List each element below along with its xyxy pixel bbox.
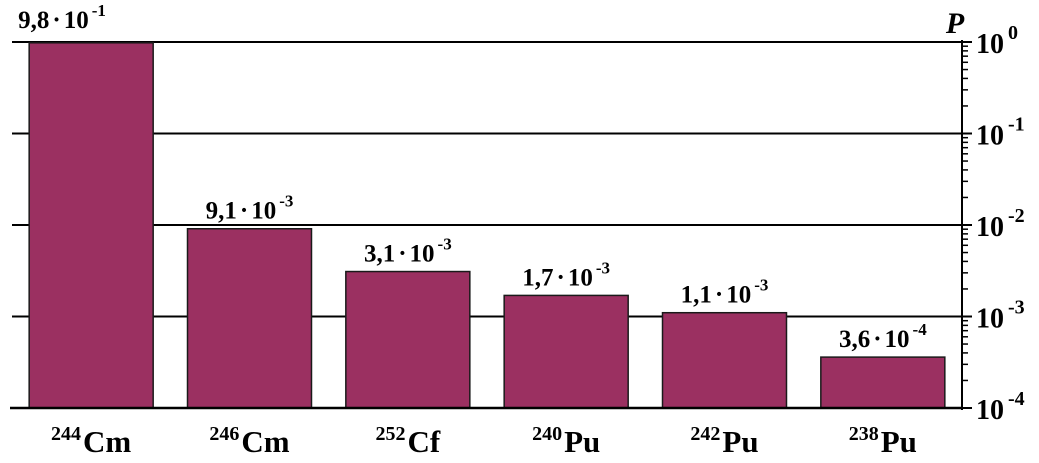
bar	[820, 356, 946, 409]
data-label: 1,7 · 10 -3	[522, 258, 610, 291]
category-label: 244Cm	[51, 423, 131, 459]
y-tick-label: 10 -2	[976, 205, 1025, 243]
data-label: 3,1 · 10 -3	[364, 235, 452, 268]
category-label: 252Cf	[375, 423, 440, 459]
data-label: 9,1 · 10 -3	[206, 192, 294, 225]
category-label: 238Pu	[849, 423, 917, 459]
bar	[186, 227, 313, 409]
data-label: 3,6 · 10 -4	[839, 320, 927, 353]
bar	[345, 270, 471, 409]
y-tick-label: 10 0	[976, 22, 1018, 60]
y-tick-label: 10 -3	[976, 297, 1025, 335]
bar	[661, 311, 788, 409]
category-label: 246Cm	[209, 423, 289, 459]
category-label: 240Pu	[532, 423, 600, 459]
data-label: 1,1 · 10 -3	[681, 276, 769, 309]
y-tick-label: 10 -4	[976, 388, 1025, 426]
y-axis-label: P	[945, 7, 965, 40]
data-label: 9,8 · 10 -1	[18, 1, 106, 34]
bar	[503, 294, 629, 409]
y-tick-label: 10 -1	[976, 114, 1025, 152]
category-label: 242Pu	[690, 423, 758, 459]
bar	[28, 42, 154, 409]
